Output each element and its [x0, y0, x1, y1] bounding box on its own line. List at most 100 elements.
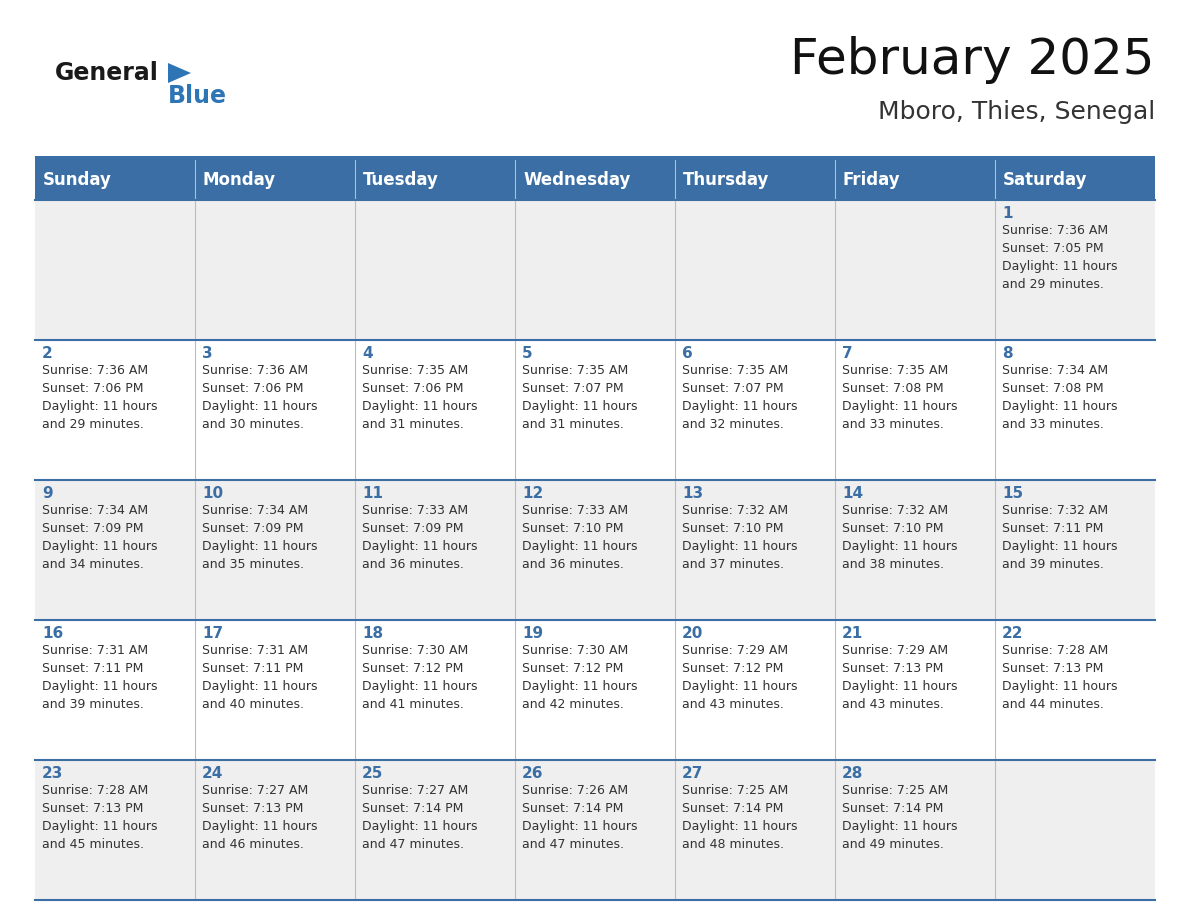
Text: Friday: Friday: [843, 171, 901, 189]
Bar: [195, 200, 355, 340]
Text: Sunrise: 7:30 AM
Sunset: 7:12 PM
Daylight: 11 hours
and 41 minutes.: Sunrise: 7:30 AM Sunset: 7:12 PM Dayligh…: [362, 644, 478, 711]
Text: 7: 7: [842, 346, 853, 361]
Text: Sunrise: 7:35 AM
Sunset: 7:07 PM
Daylight: 11 hours
and 32 minutes.: Sunrise: 7:35 AM Sunset: 7:07 PM Dayligh…: [682, 364, 797, 431]
Text: Sunday: Sunday: [43, 171, 112, 189]
Bar: [355, 160, 516, 200]
Bar: [34, 620, 195, 760]
Bar: [195, 480, 355, 620]
Bar: [195, 760, 355, 900]
Bar: [996, 160, 1155, 200]
Bar: [835, 160, 996, 200]
Text: February 2025: February 2025: [790, 36, 1155, 84]
Bar: [996, 620, 1155, 760]
Text: Saturday: Saturday: [1003, 171, 1087, 189]
Text: 23: 23: [42, 766, 63, 781]
Bar: [996, 340, 1155, 480]
Bar: [34, 160, 195, 200]
Text: Sunrise: 7:35 AM
Sunset: 7:08 PM
Daylight: 11 hours
and 33 minutes.: Sunrise: 7:35 AM Sunset: 7:08 PM Dayligh…: [842, 364, 958, 431]
Text: 6: 6: [682, 346, 693, 361]
Bar: [835, 480, 996, 620]
Bar: [195, 620, 355, 760]
Text: Sunrise: 7:25 AM
Sunset: 7:14 PM
Daylight: 11 hours
and 48 minutes.: Sunrise: 7:25 AM Sunset: 7:14 PM Dayligh…: [682, 784, 797, 851]
Text: 26: 26: [522, 766, 543, 781]
Text: Blue: Blue: [168, 84, 227, 108]
Text: 8: 8: [1001, 346, 1012, 361]
Text: 4: 4: [362, 346, 373, 361]
Bar: [516, 160, 675, 200]
Bar: [34, 480, 195, 620]
Text: 15: 15: [1001, 486, 1023, 501]
Text: General: General: [55, 61, 159, 85]
Text: 9: 9: [42, 486, 52, 501]
Bar: [195, 160, 355, 200]
Text: 18: 18: [362, 626, 383, 641]
Text: Sunrise: 7:35 AM
Sunset: 7:06 PM
Daylight: 11 hours
and 31 minutes.: Sunrise: 7:35 AM Sunset: 7:06 PM Dayligh…: [362, 364, 478, 431]
Text: 16: 16: [42, 626, 63, 641]
Text: 19: 19: [522, 626, 543, 641]
Bar: [835, 760, 996, 900]
Bar: [355, 340, 516, 480]
Text: Sunrise: 7:31 AM
Sunset: 7:11 PM
Daylight: 11 hours
and 39 minutes.: Sunrise: 7:31 AM Sunset: 7:11 PM Dayligh…: [42, 644, 158, 711]
Text: 13: 13: [682, 486, 703, 501]
Bar: [355, 200, 516, 340]
Bar: [835, 340, 996, 480]
Bar: [355, 760, 516, 900]
Text: Sunrise: 7:31 AM
Sunset: 7:11 PM
Daylight: 11 hours
and 40 minutes.: Sunrise: 7:31 AM Sunset: 7:11 PM Dayligh…: [202, 644, 317, 711]
Text: Sunrise: 7:27 AM
Sunset: 7:13 PM
Daylight: 11 hours
and 46 minutes.: Sunrise: 7:27 AM Sunset: 7:13 PM Dayligh…: [202, 784, 317, 851]
Text: Mboro, Thies, Senegal: Mboro, Thies, Senegal: [878, 100, 1155, 124]
Text: Sunrise: 7:34 AM
Sunset: 7:09 PM
Daylight: 11 hours
and 34 minutes.: Sunrise: 7:34 AM Sunset: 7:09 PM Dayligh…: [42, 504, 158, 571]
Text: 5: 5: [522, 346, 532, 361]
Text: Sunrise: 7:27 AM
Sunset: 7:14 PM
Daylight: 11 hours
and 47 minutes.: Sunrise: 7:27 AM Sunset: 7:14 PM Dayligh…: [362, 784, 478, 851]
Text: Sunrise: 7:29 AM
Sunset: 7:13 PM
Daylight: 11 hours
and 43 minutes.: Sunrise: 7:29 AM Sunset: 7:13 PM Dayligh…: [842, 644, 958, 711]
Bar: [675, 160, 835, 200]
Text: Sunrise: 7:32 AM
Sunset: 7:11 PM
Daylight: 11 hours
and 39 minutes.: Sunrise: 7:32 AM Sunset: 7:11 PM Dayligh…: [1001, 504, 1118, 571]
Text: Sunrise: 7:34 AM
Sunset: 7:09 PM
Daylight: 11 hours
and 35 minutes.: Sunrise: 7:34 AM Sunset: 7:09 PM Dayligh…: [202, 504, 317, 571]
Bar: [34, 200, 195, 340]
Text: Sunrise: 7:28 AM
Sunset: 7:13 PM
Daylight: 11 hours
and 44 minutes.: Sunrise: 7:28 AM Sunset: 7:13 PM Dayligh…: [1001, 644, 1118, 711]
Bar: [516, 760, 675, 900]
Text: 10: 10: [202, 486, 223, 501]
Text: 21: 21: [842, 626, 864, 641]
Bar: [675, 340, 835, 480]
Text: Sunrise: 7:32 AM
Sunset: 7:10 PM
Daylight: 11 hours
and 38 minutes.: Sunrise: 7:32 AM Sunset: 7:10 PM Dayligh…: [842, 504, 958, 571]
Text: 12: 12: [522, 486, 543, 501]
Bar: [675, 480, 835, 620]
Bar: [516, 480, 675, 620]
Text: Sunrise: 7:29 AM
Sunset: 7:12 PM
Daylight: 11 hours
and 43 minutes.: Sunrise: 7:29 AM Sunset: 7:12 PM Dayligh…: [682, 644, 797, 711]
Text: 17: 17: [202, 626, 223, 641]
Bar: [34, 760, 195, 900]
Bar: [516, 620, 675, 760]
Bar: [675, 620, 835, 760]
Bar: [996, 480, 1155, 620]
Text: Sunrise: 7:33 AM
Sunset: 7:09 PM
Daylight: 11 hours
and 36 minutes.: Sunrise: 7:33 AM Sunset: 7:09 PM Dayligh…: [362, 504, 478, 571]
Text: 11: 11: [362, 486, 383, 501]
Bar: [835, 620, 996, 760]
Bar: [516, 200, 675, 340]
Bar: [355, 480, 516, 620]
Bar: [516, 340, 675, 480]
Bar: [835, 200, 996, 340]
Text: 20: 20: [682, 626, 703, 641]
Text: 22: 22: [1001, 626, 1024, 641]
Text: 25: 25: [362, 766, 384, 781]
Text: 1: 1: [1001, 206, 1012, 221]
Text: Sunrise: 7:36 AM
Sunset: 7:06 PM
Daylight: 11 hours
and 29 minutes.: Sunrise: 7:36 AM Sunset: 7:06 PM Dayligh…: [42, 364, 158, 431]
Bar: [34, 156, 1155, 160]
Text: Monday: Monday: [203, 171, 276, 189]
Text: 3: 3: [202, 346, 213, 361]
Text: Sunrise: 7:33 AM
Sunset: 7:10 PM
Daylight: 11 hours
and 36 minutes.: Sunrise: 7:33 AM Sunset: 7:10 PM Dayligh…: [522, 504, 638, 571]
Bar: [996, 760, 1155, 900]
Bar: [675, 760, 835, 900]
Text: Sunrise: 7:32 AM
Sunset: 7:10 PM
Daylight: 11 hours
and 37 minutes.: Sunrise: 7:32 AM Sunset: 7:10 PM Dayligh…: [682, 504, 797, 571]
Polygon shape: [168, 63, 191, 83]
Text: 24: 24: [202, 766, 223, 781]
Text: Sunrise: 7:35 AM
Sunset: 7:07 PM
Daylight: 11 hours
and 31 minutes.: Sunrise: 7:35 AM Sunset: 7:07 PM Dayligh…: [522, 364, 638, 431]
Bar: [355, 620, 516, 760]
Text: 27: 27: [682, 766, 703, 781]
Text: Sunrise: 7:26 AM
Sunset: 7:14 PM
Daylight: 11 hours
and 47 minutes.: Sunrise: 7:26 AM Sunset: 7:14 PM Dayligh…: [522, 784, 638, 851]
Text: Sunrise: 7:28 AM
Sunset: 7:13 PM
Daylight: 11 hours
and 45 minutes.: Sunrise: 7:28 AM Sunset: 7:13 PM Dayligh…: [42, 784, 158, 851]
Text: Sunrise: 7:25 AM
Sunset: 7:14 PM
Daylight: 11 hours
and 49 minutes.: Sunrise: 7:25 AM Sunset: 7:14 PM Dayligh…: [842, 784, 958, 851]
Text: 14: 14: [842, 486, 864, 501]
Text: Sunrise: 7:36 AM
Sunset: 7:06 PM
Daylight: 11 hours
and 30 minutes.: Sunrise: 7:36 AM Sunset: 7:06 PM Dayligh…: [202, 364, 317, 431]
Text: Thursday: Thursday: [683, 171, 770, 189]
